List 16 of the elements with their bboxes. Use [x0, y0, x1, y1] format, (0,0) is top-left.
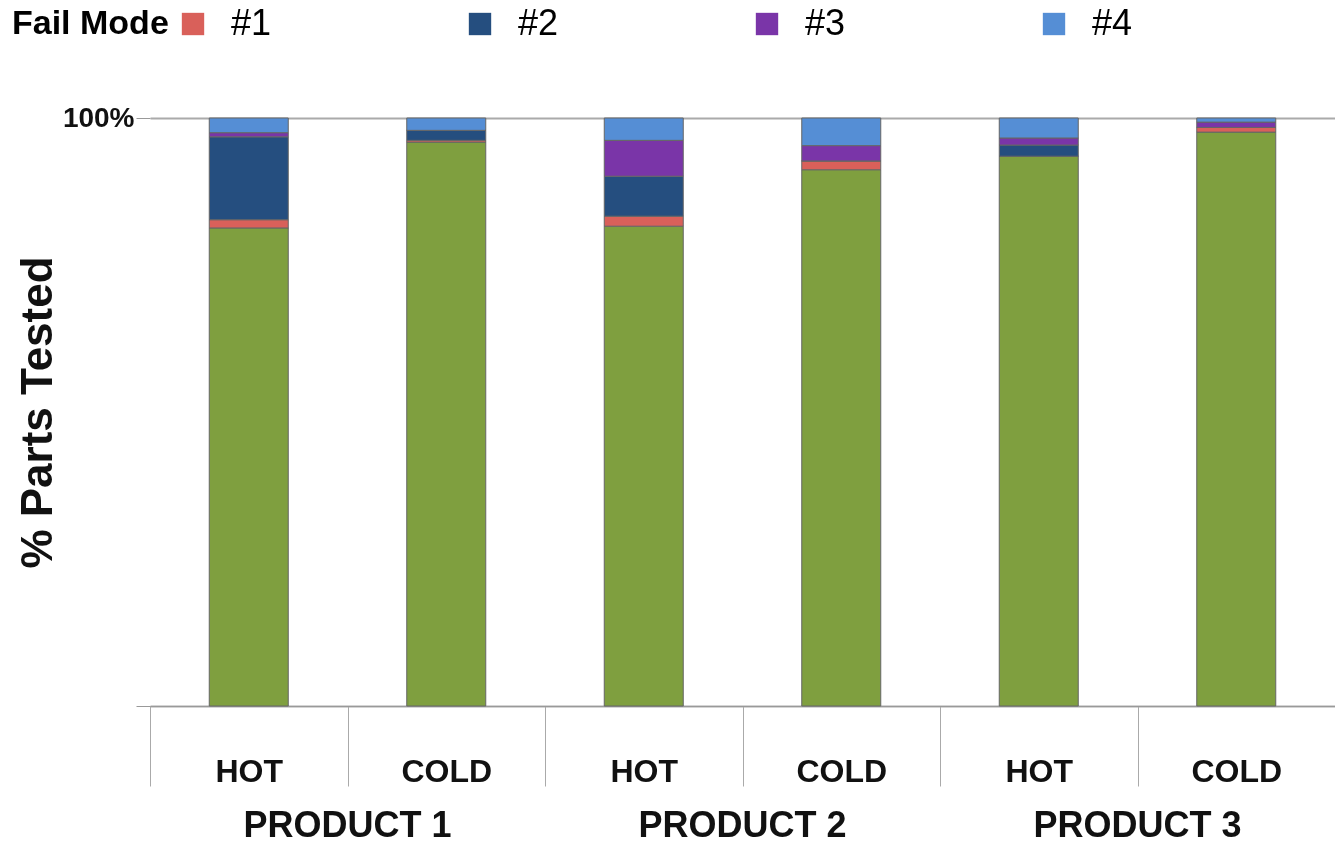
legend-title: Fail Mode: [12, 3, 169, 41]
y-tick-label: 100%: [62, 101, 135, 133]
x-tick-label: COLD: [796, 752, 888, 789]
text: PRODUCT 3: [1033, 804, 1242, 845]
legend-label: #3: [805, 2, 846, 43]
legend-label: #4: [1092, 2, 1133, 43]
text: PRODUCT 1: [243, 804, 452, 845]
x-tick-label: COLD: [1191, 752, 1283, 789]
x-tick-label: COLD: [401, 752, 493, 789]
legend-label: #1: [231, 2, 272, 43]
y-axis-title: % Parts Tested: [11, 256, 61, 569]
text: PRODUCT 2: [638, 804, 847, 845]
x-tick-label: HOT: [610, 752, 679, 789]
x-tick-label: HOT: [1005, 752, 1074, 789]
x-tick-label: HOT: [215, 752, 284, 789]
legend-label: #2: [518, 2, 559, 43]
